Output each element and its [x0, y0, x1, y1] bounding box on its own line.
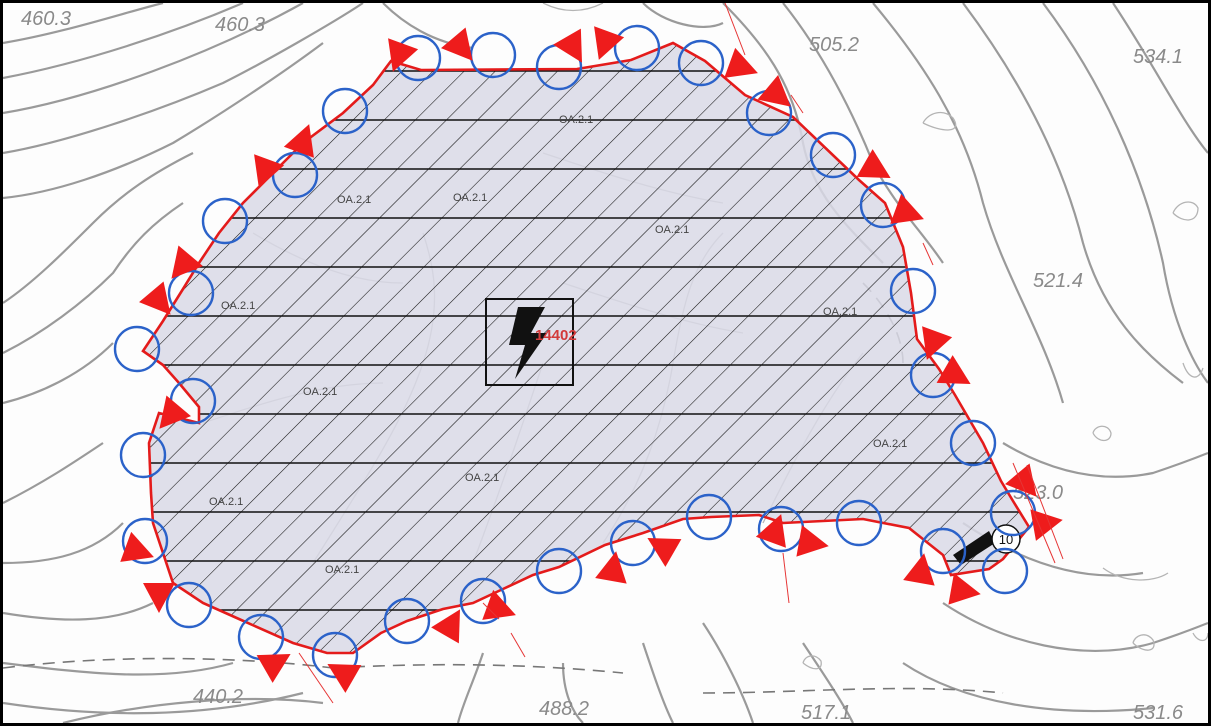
boundary-arrows: [120, 26, 1063, 693]
arrow-marker-icon: [922, 326, 953, 360]
vertex-circle: [459, 577, 507, 625]
arrow-marker-icon: [796, 525, 829, 557]
vertex-circle: [113, 325, 161, 373]
arrow-marker-icon: [283, 124, 314, 158]
vertex-circle: [889, 267, 937, 315]
vertex-circle: [835, 499, 883, 547]
vertex-circle: [685, 493, 733, 541]
arrow-marker-icon: [890, 193, 924, 224]
zone-label: OA.2.1: [465, 472, 499, 484]
arrow-marker-icon: [1030, 509, 1063, 541]
boundary-ticks: [298, 3, 1064, 704]
vertex-circle: [677, 39, 725, 87]
arrow-marker-icon: [388, 38, 419, 72]
elevation-label: 521.4: [1033, 270, 1083, 292]
arrow-marker-icon: [553, 28, 582, 63]
vertex-circle: [949, 419, 997, 467]
elevation-label: 460.3: [21, 8, 71, 30]
zone-label: OA.2.1: [209, 496, 243, 508]
vertex-circle: [809, 131, 857, 179]
vertex-circle: [201, 197, 249, 245]
arrow-marker-icon: [254, 154, 285, 188]
elevation-label: 534.1: [1133, 46, 1183, 68]
substation-symbol[interactable]: 14402: [485, 298, 577, 386]
arrow-marker-icon: [903, 553, 935, 586]
elevation-label: 517.1: [801, 702, 851, 723]
arrow-marker-icon: [171, 245, 203, 279]
arrow-marker-icon: [647, 538, 682, 567]
zone-label: OA.2.1: [303, 386, 337, 398]
protected-area[interactable]: [3, 3, 1208, 723]
arrow-marker-icon: [936, 355, 971, 384]
vertex-circle: [981, 547, 1029, 595]
lightning-bolt-icon: [509, 307, 547, 379]
area-hatch: [143, 43, 1029, 653]
zone-label: OA.2.1: [823, 306, 857, 318]
vertex-circle: [121, 517, 169, 565]
vertex-circle: [919, 527, 967, 575]
arrow-marker-icon: [327, 664, 362, 693]
topographic-map[interactable]: 460.3 460.3 505.2 534.1 521.4 523.0 440.…: [3, 3, 1208, 723]
vertex-circle: [321, 87, 369, 135]
vertex-circle: [311, 631, 359, 679]
arrow-marker-icon: [159, 395, 191, 429]
zone-labels: OA.2.1 OA.2.1 OA.2.1 OA.2.1 OA.2.1 OA.2.…: [209, 114, 907, 576]
arrow-marker-icon: [856, 149, 891, 178]
vertex-circle: [165, 581, 213, 629]
arrow-marker-icon: [948, 573, 981, 605]
arrow-marker-icon: [441, 27, 473, 61]
zone-label: OA.2.1: [559, 114, 593, 126]
zone-label: OA.2.1: [221, 300, 255, 312]
zone-label: OA.2.1: [325, 564, 359, 576]
arrow-marker-icon: [755, 514, 786, 548]
vertex-circle: [119, 431, 167, 479]
vertex-circle: [383, 597, 431, 645]
vertex-circle: [535, 547, 583, 595]
substation-code: 14402: [535, 327, 577, 344]
elevation-label: 460.3: [215, 14, 265, 36]
zone-label: OA.2.1: [337, 194, 371, 206]
arrow-marker-icon: [595, 551, 627, 584]
vertex-circle: [167, 269, 215, 317]
zone-label: OA.2.1: [655, 224, 689, 236]
arrow-marker-icon: [1005, 463, 1037, 497]
arrow-marker-icon: [431, 609, 460, 644]
elevation-label: 505.2: [809, 34, 859, 56]
arrow-marker-icon: [256, 654, 291, 683]
substation-box: [485, 298, 574, 386]
vertex-circles: [113, 24, 1037, 679]
elevation-label: 488.2: [539, 698, 589, 720]
arrow-marker-icon: [120, 531, 154, 562]
arrow-marker-icon: [757, 75, 791, 107]
zone-label: OA.2.1: [453, 192, 487, 204]
arrow-marker-icon: [482, 589, 516, 620]
arrow-marker-icon: [143, 583, 175, 613]
area-boundary: [141, 41, 1031, 655]
arrow-marker-icon: [594, 26, 625, 60]
parcel-marker-circle: [991, 524, 1021, 554]
zone-label: OA.2.1: [873, 438, 907, 450]
elevation-label: 531.6: [1133, 702, 1184, 723]
elevation-label: 440.2: [193, 686, 243, 708]
arrow-marker-icon: [724, 47, 758, 78]
arrow-marker-icon: [139, 281, 171, 315]
vertex-circle: [613, 24, 661, 72]
